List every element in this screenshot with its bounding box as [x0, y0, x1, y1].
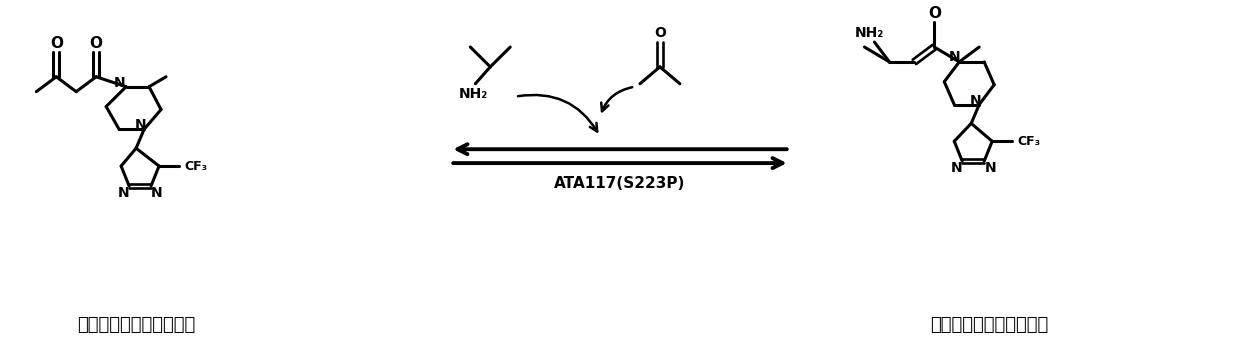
Text: 西他列汀前体酶截短底物: 西他列汀前体酶截短底物 [77, 316, 195, 334]
Text: CF₃: CF₃ [1018, 135, 1040, 148]
Text: N: N [118, 186, 129, 200]
Text: O: O [653, 26, 666, 40]
Text: N: N [113, 76, 125, 90]
Text: ATA117(S223P): ATA117(S223P) [554, 177, 686, 191]
Text: N: N [950, 161, 962, 175]
Text: NH₂: NH₂ [854, 26, 884, 40]
Text: N: N [985, 161, 996, 175]
Text: 西他列汀前体酶截短产物: 西他列汀前体酶截短产物 [930, 316, 1048, 334]
FancyArrowPatch shape [601, 87, 632, 111]
Text: N: N [949, 50, 960, 64]
Text: O: O [89, 35, 103, 51]
Text: O: O [50, 35, 63, 51]
Text: O: O [928, 6, 941, 21]
Text: N: N [151, 186, 162, 200]
FancyArrowPatch shape [518, 95, 598, 132]
Text: NH₂: NH₂ [459, 87, 489, 101]
Text: N: N [970, 94, 981, 108]
Text: N: N [134, 118, 146, 132]
Text: CF₃: CF₃ [185, 160, 207, 173]
